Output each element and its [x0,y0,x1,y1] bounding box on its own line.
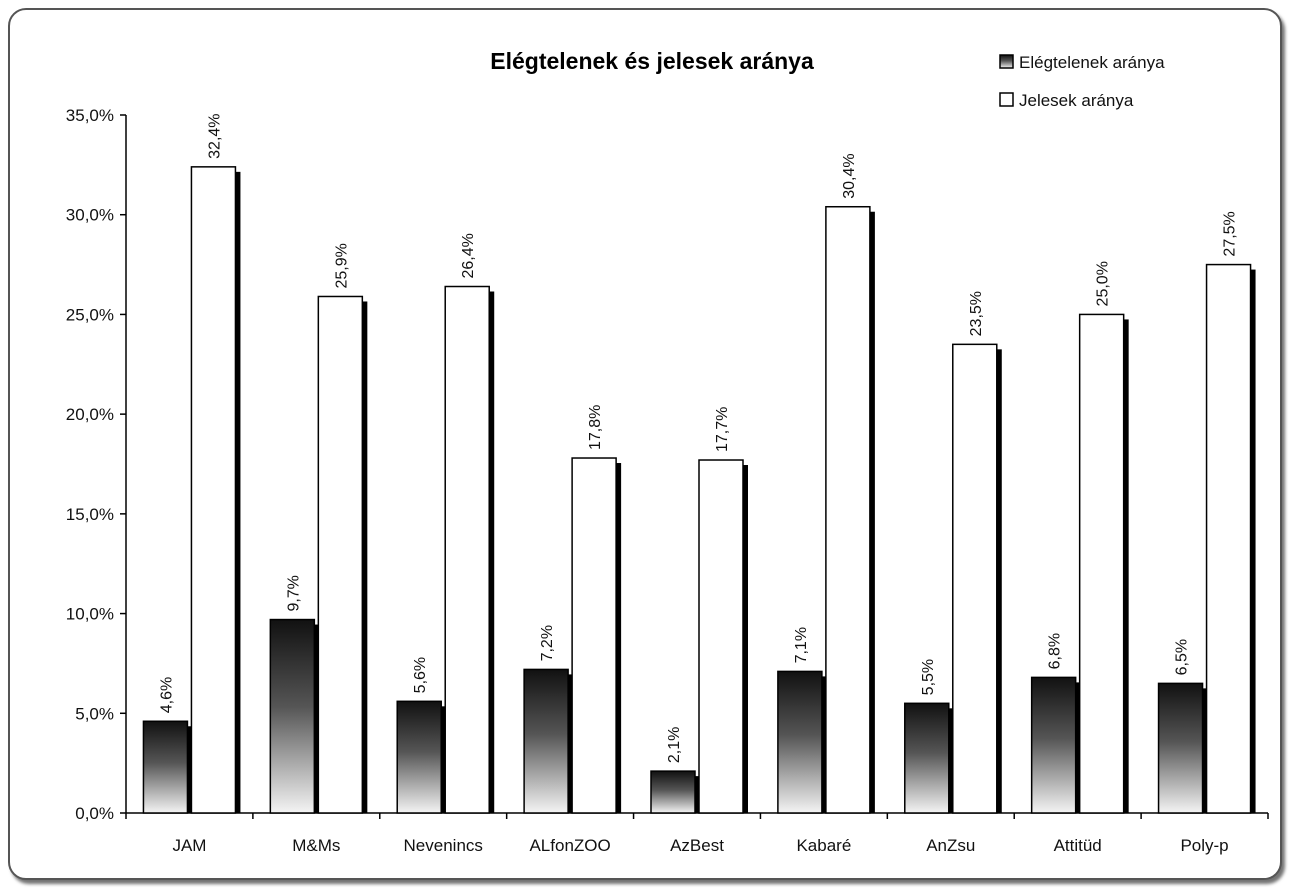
x-tick-label: Attitüd [1054,836,1102,855]
x-tick-label: AzBest [670,836,724,855]
y-tick-label: 5,0% [75,704,114,723]
axes: 0,0% 5,0% 10,0% 15,0% 20,0% 25,0% 30,0% 35,0% JA… [66,106,1269,855]
y-tick-label: 15,0% [66,505,114,524]
y-tick-label: 30,0% [66,206,114,225]
bar [1157,682,1204,814]
bar [1078,313,1125,814]
data-label: 25,0% [1095,261,1112,306]
bar [698,459,744,814]
bar [571,457,617,814]
y-tick-label: 20,0% [66,405,114,424]
data-label: 30,4% [841,153,858,198]
data-label: 25,9% [333,243,350,288]
bar [825,205,871,814]
data-label: 2,1% [666,727,683,763]
bar [650,770,696,814]
data-label: 9,7% [285,575,302,611]
x-tick-label: ALfonZOO [529,836,610,855]
bar [317,295,364,814]
data-label: 23,5% [968,291,985,336]
bar [396,700,442,814]
x-tick-label: Nevenincs [404,836,483,855]
bar [904,702,950,814]
data-label: 32,4% [206,113,223,158]
bar [444,285,490,814]
x-tick-label: AnZsu [926,836,975,855]
data-label: 6,5% [1174,639,1191,675]
legend-swatch [999,54,1014,69]
data-label: 6,8% [1047,633,1064,669]
legend-label: Jelesek aránya [1019,91,1134,110]
bar [269,618,316,814]
legend-label: Elégtelenek aránya [1019,53,1165,72]
x-tick-label: Poly-p [1180,836,1228,855]
data-label: 26,4% [460,233,477,278]
bar [1205,263,1252,814]
data-label: 7,1% [793,627,810,663]
y-tick-label: 25,0% [66,305,114,324]
bar [777,670,823,814]
bar [952,343,998,814]
legend-swatch [999,92,1014,107]
data-label: 7,2% [539,625,556,661]
x-tick-label: M&Ms [292,836,340,855]
data-label: 4,6% [158,677,175,713]
bar [190,166,237,814]
bar [1030,676,1077,814]
y-tick-label: 35,0% [66,106,114,125]
bar [523,668,569,814]
data-label: 17,8% [587,405,604,450]
bar [142,720,189,814]
y-tick-label: 0,0% [75,804,114,823]
legend: Elégtelenek aránya Jelesek aránya [999,53,1165,110]
data-label: 5,6% [412,657,429,693]
data-label: 27,5% [1222,211,1239,256]
x-tick-label: Kabaré [796,836,851,855]
data-label: 17,7% [714,407,731,452]
chart-title: Elégtelenek és jelesek aránya [490,48,814,74]
data-label: 5,5% [920,659,937,695]
bars: 4,6% 32,4% 9,7% 25,9% 5,6% 26,4% 7,2% 17,8% 2,1%… [142,113,1256,814]
y-tick-label: 10,0% [66,605,114,624]
x-tick-label: JAM [172,836,206,855]
